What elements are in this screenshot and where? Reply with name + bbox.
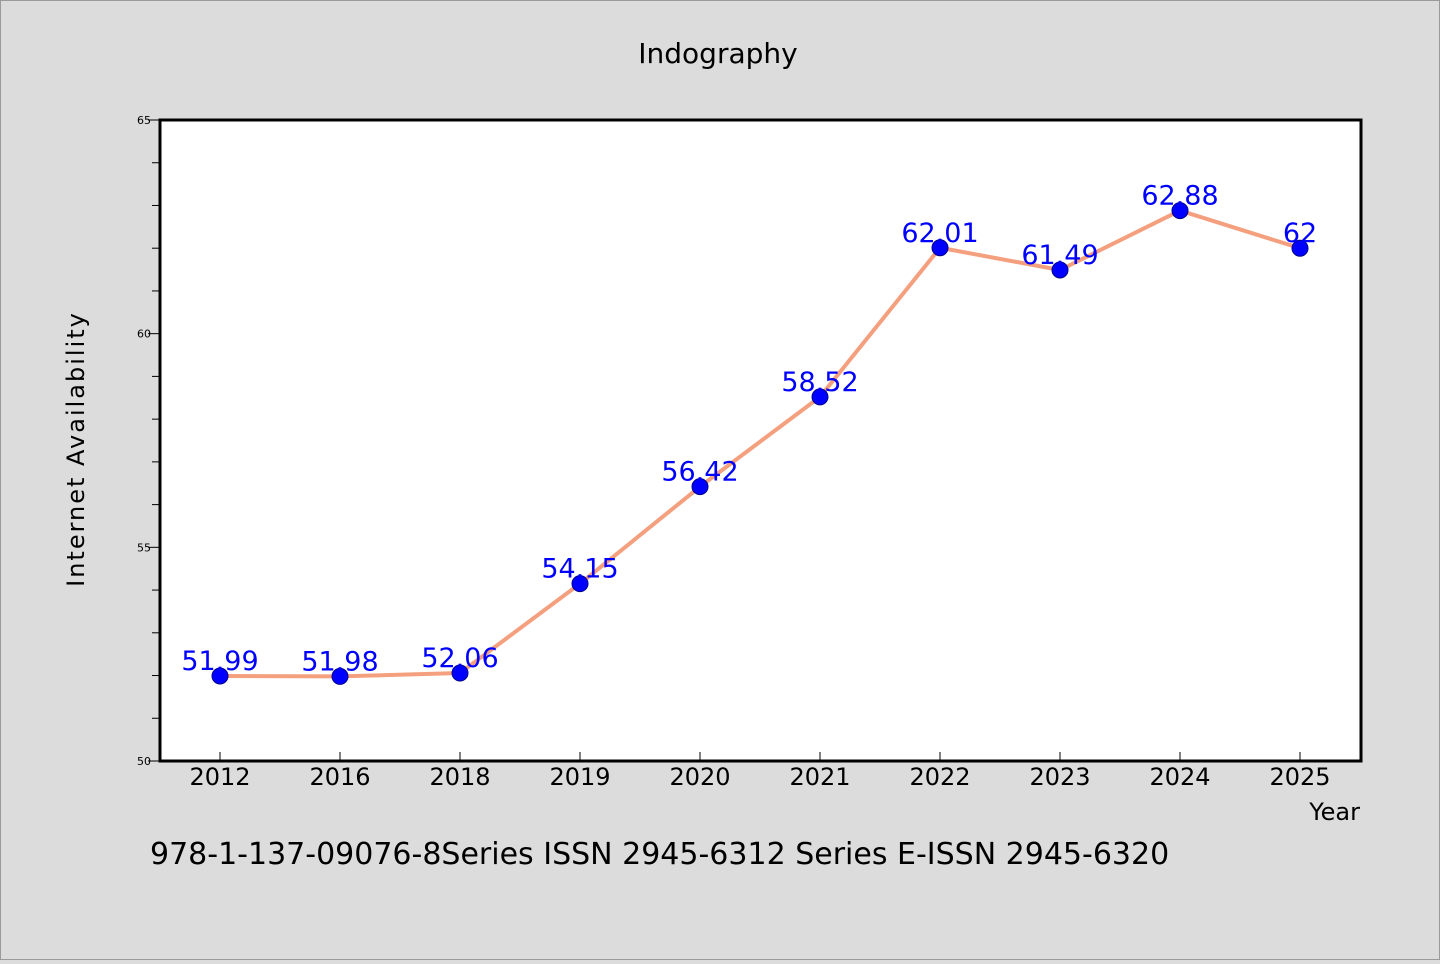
data-label: 62.88 <box>1141 181 1218 212</box>
data-point <box>931 239 949 257</box>
x-tick-label: 2019 <box>549 763 610 791</box>
data-point <box>691 478 709 496</box>
y-axis-label: Internet Availability <box>62 311 90 587</box>
y-tick-label: 60 <box>137 328 151 341</box>
x-tick-label: 2021 <box>789 763 850 791</box>
x-tick-label: 2025 <box>1269 763 1330 791</box>
y-axis: 50 55 60 65 <box>137 114 160 768</box>
series-line <box>218 208 1302 679</box>
data-label: 62 <box>1283 218 1317 249</box>
data-labels-group: 51.99 51.98 52.06 54.15 56.42 58.52 62.01 61.49… <box>181 181 1317 678</box>
x-tick-label: 2024 <box>1149 763 1210 791</box>
x-tick-label: 2022 <box>909 763 970 791</box>
x-tick-label: 2016 <box>309 763 370 791</box>
data-point <box>331 667 349 685</box>
data-label: 58.52 <box>781 367 858 398</box>
y-tick-label: 55 <box>137 541 151 554</box>
data-point <box>1051 261 1069 279</box>
x-tick-label: 2018 <box>429 763 490 791</box>
data-label: 52.06 <box>421 643 498 674</box>
series-group <box>211 202 1309 685</box>
data-point <box>571 575 589 593</box>
data-label: 61.49 <box>1021 240 1098 271</box>
data-label: 56.42 <box>661 457 738 488</box>
data-point <box>1291 239 1309 257</box>
x-axis-label: Year <box>1308 798 1360 826</box>
x-axis: 2012 2016 2018 2019 2020 2021 2022 2023 2024 2025 <box>189 752 1331 791</box>
data-point <box>1171 202 1189 220</box>
x-tick-label: 2012 <box>189 763 250 791</box>
data-point <box>811 388 829 406</box>
chart-title: Indography <box>638 37 797 70</box>
data-point <box>451 664 469 682</box>
data-point <box>211 667 229 685</box>
data-label: 51.98 <box>301 646 378 677</box>
x-tick-label: 2020 <box>669 763 730 791</box>
y-tick-label: 50 <box>137 755 151 768</box>
data-label: 62.01 <box>901 218 978 249</box>
y-tick-label: 65 <box>137 114 151 127</box>
data-label: 51.99 <box>181 646 258 677</box>
data-label: 54.15 <box>541 554 618 585</box>
footer-text: 978-1-137-09076-8Series ISSN 2945-6312 S… <box>150 837 1169 872</box>
x-tick-label: 2023 <box>1029 763 1090 791</box>
